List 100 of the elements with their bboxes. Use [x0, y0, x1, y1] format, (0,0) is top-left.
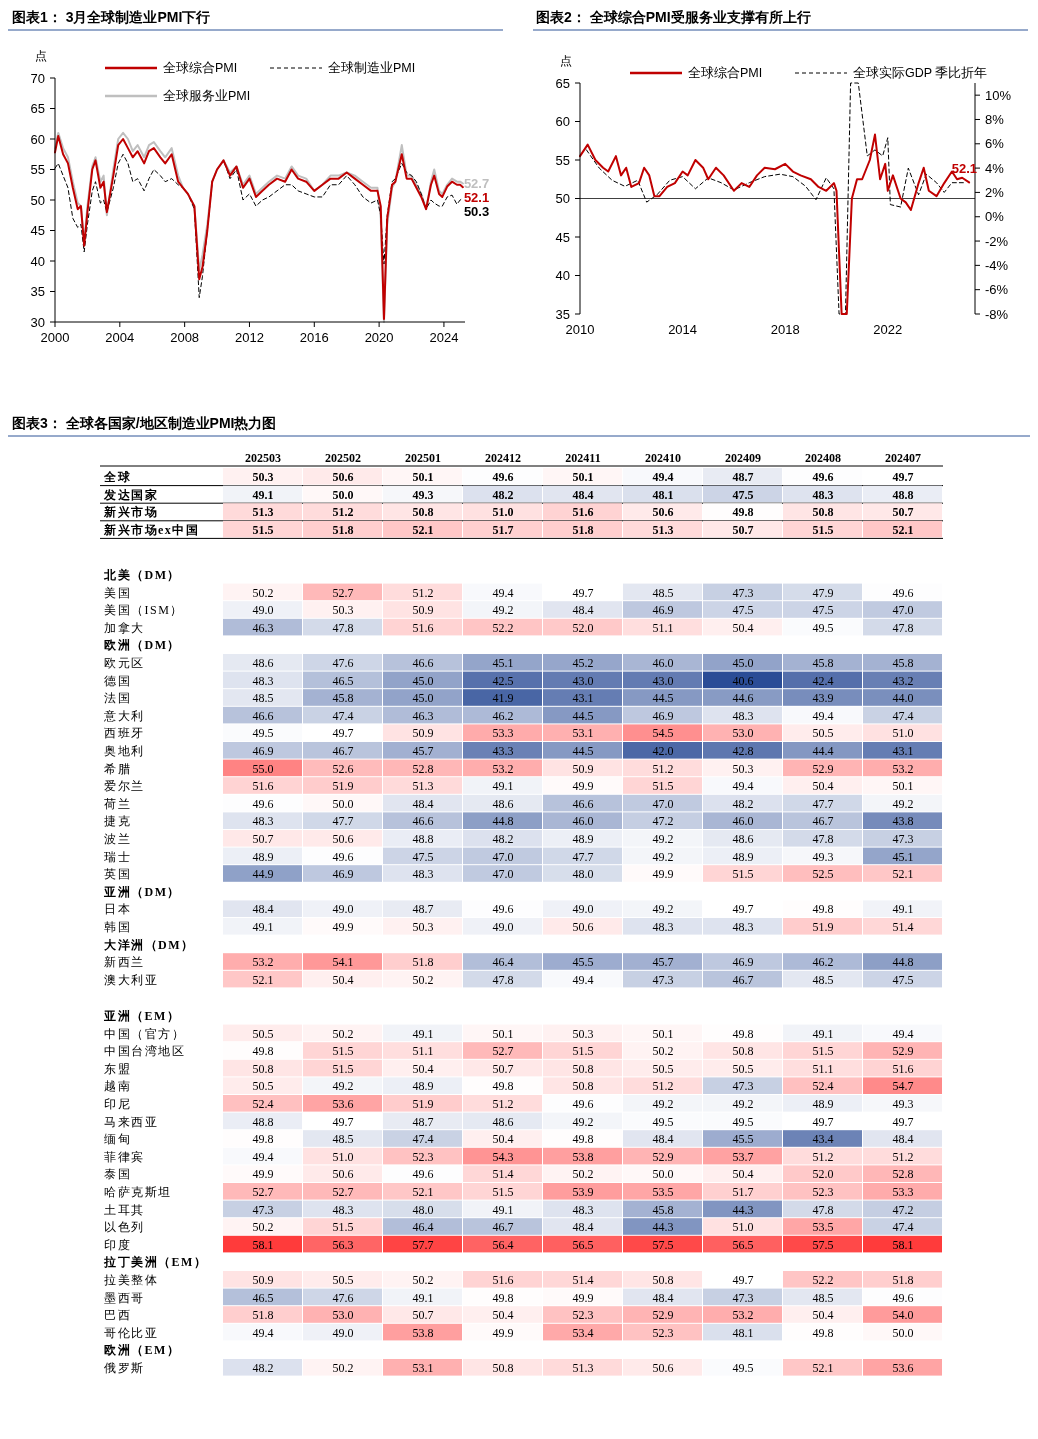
- x-tick-label: 2012: [235, 330, 264, 345]
- data-label: 51.2: [652, 761, 674, 776]
- data-label: 48.3: [732, 920, 754, 934]
- data-label: 53.6: [892, 1361, 914, 1375]
- y-tick-label: 新西兰: [104, 955, 145, 970]
- data-label: 52.1: [951, 160, 978, 176]
- x-tick-label: 2016: [299, 330, 329, 345]
- data-label: 50.4: [812, 1308, 834, 1323]
- data-label: 43.4: [812, 1132, 834, 1147]
- data-label: 49.9: [252, 1167, 274, 1182]
- data-label: 47.8: [812, 832, 834, 846]
- y-tick-label: 拉丁美洲（EM）: [103, 1255, 208, 1270]
- x-tick-label: 202411: [565, 451, 601, 465]
- x-tick-label: 2018: [770, 322, 800, 337]
- data-label: 48.2: [732, 796, 754, 811]
- data-label: 48.4: [572, 1220, 594, 1235]
- data-label: 50.8: [412, 505, 434, 520]
- data-label: 58.1: [892, 1237, 914, 1252]
- data-label: 51.2: [892, 1149, 914, 1164]
- data-label: 44.3: [732, 1202, 754, 1217]
- data-label: 46.6: [572, 796, 594, 811]
- y-tick-label: 70: [30, 70, 45, 86]
- data-label: 49.3: [812, 849, 834, 864]
- data-label: 53.3: [892, 1185, 914, 1199]
- data-label: 48.9: [732, 849, 754, 864]
- data-label: 46.4: [492, 955, 514, 970]
- data-label: 49.2: [892, 796, 914, 811]
- legend-label: 全球综合PMI: [163, 61, 238, 76]
- data-label: 48.3: [252, 814, 274, 829]
- data-label: 47.3: [732, 1290, 754, 1305]
- data-label: 50.4: [492, 1308, 514, 1323]
- data-label: 48.7: [412, 902, 434, 917]
- data-label: 50.6: [652, 1361, 674, 1375]
- data-label: 45.8: [652, 1202, 674, 1217]
- data-label: 49.2: [732, 1097, 754, 1111]
- data-label: 50.0: [652, 1167, 674, 1182]
- y-tick-label: 中国台湾地区: [104, 1044, 185, 1059]
- data-label: 44.3: [652, 1220, 674, 1235]
- data-label: 46.9: [252, 744, 274, 758]
- data-label: 51.8: [572, 522, 594, 537]
- data-label: 48.7: [412, 1114, 434, 1129]
- data-label: 47.8: [492, 972, 514, 987]
- data-label: 48.4: [652, 1132, 674, 1147]
- data-label: 51.0: [492, 505, 514, 520]
- y-tick-label: 荷兰: [104, 796, 131, 811]
- data-label: 49.5: [652, 1114, 674, 1129]
- data-label: 47.8: [892, 620, 914, 635]
- data-label: 51.6: [492, 1273, 514, 1287]
- data-label: 51.0: [332, 1149, 354, 1164]
- data-label: 50.1: [652, 1026, 674, 1041]
- y-tick-label: 拉美整体: [104, 1273, 158, 1287]
- data-label: 46.9: [652, 708, 674, 723]
- data-label: 49.4: [492, 585, 514, 600]
- data-label: 49.7: [812, 1114, 834, 1129]
- y-tick-label: 大洋洲（DM）: [104, 937, 195, 952]
- data-label: 54.3: [492, 1149, 514, 1164]
- y-tick-label: 缅甸: [104, 1132, 131, 1147]
- y-axis-title: 点: [560, 54, 572, 68]
- data-label: 53.2: [732, 1308, 754, 1323]
- data-label: 49.0: [572, 902, 594, 917]
- data-label: 53.2: [252, 955, 274, 970]
- data-label: 50.4: [732, 620, 754, 635]
- data-label: 51.5: [652, 779, 674, 794]
- data-label: 50.3: [412, 920, 434, 934]
- data-label: 51.5: [492, 1185, 514, 1199]
- data-label: 53.1: [572, 726, 594, 741]
- data-label: 51.6: [892, 1061, 914, 1076]
- data-label: 45.8: [332, 691, 354, 706]
- y-tick-label: 德国: [104, 673, 131, 688]
- data-label: 45.8: [892, 656, 914, 670]
- data-label: 49.8: [252, 1044, 274, 1059]
- data-label: 53.5: [652, 1185, 674, 1199]
- data-label: 48.2: [492, 832, 514, 846]
- y-axis-title: 点: [35, 49, 47, 63]
- data-label: 45.1: [492, 656, 514, 670]
- data-label: 46.7: [332, 744, 354, 758]
- data-label: 51.5: [732, 867, 754, 882]
- data-label: 49.6: [252, 796, 274, 811]
- data-label: 48.6: [252, 656, 274, 670]
- data-label: 50.6: [652, 505, 674, 520]
- y-tick-label: 哈萨克斯坦: [104, 1185, 172, 1199]
- data-label: 49.6: [492, 902, 514, 917]
- data-label: 52.1: [892, 522, 914, 537]
- data-label: 43.8: [892, 814, 914, 829]
- data-label: 53.7: [732, 1149, 754, 1164]
- data-label: 47.3: [732, 585, 754, 600]
- data-label: 50.3: [732, 761, 754, 776]
- x-tick-label: 2020: [364, 330, 394, 345]
- chart-title: 图表2： 全球综合PMI受服务业支撑有所上行: [536, 9, 811, 25]
- data-label: 51.3: [652, 522, 674, 537]
- x-tick-label: 2024: [429, 330, 459, 345]
- data-label: 52.1: [892, 867, 914, 882]
- data-label: 43.3: [492, 744, 514, 758]
- data-label: 50.2: [332, 1026, 354, 1041]
- y-tick-label: 日本: [104, 902, 131, 917]
- data-label: 50.6: [332, 832, 354, 846]
- data-label: 48.6: [732, 832, 754, 846]
- data-label: 48.3: [252, 673, 274, 688]
- data-label: 45.1: [892, 849, 914, 864]
- data-label: 49.2: [652, 832, 674, 846]
